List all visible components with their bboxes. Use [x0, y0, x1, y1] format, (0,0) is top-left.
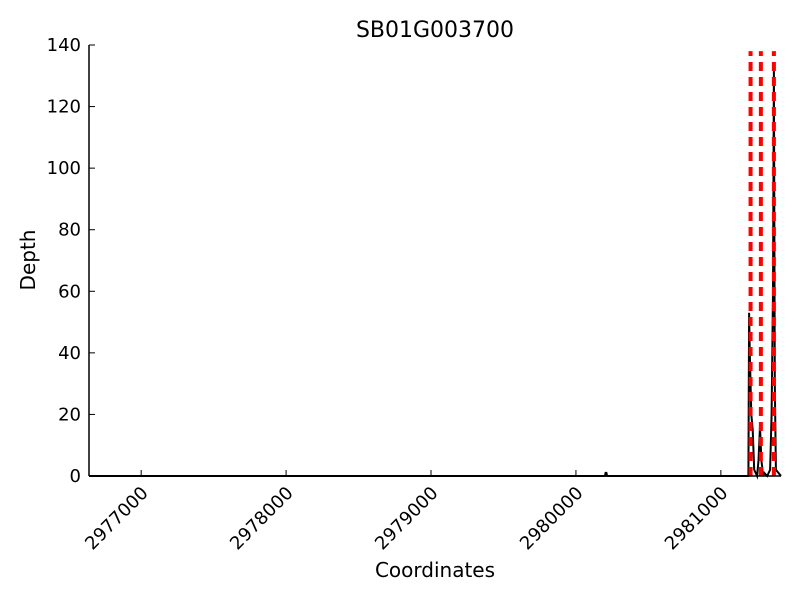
y-tick-label: 140	[47, 35, 81, 56]
y-tick-label: 120	[47, 97, 81, 118]
x-axis-label: Coordinates	[375, 558, 495, 582]
x-tick-label: 2977000	[81, 483, 153, 555]
x-tick-label: 2980000	[516, 483, 588, 555]
x-tick-label: 2978000	[226, 483, 298, 555]
y-tick-label: 20	[58, 404, 81, 425]
y-tick-label: 80	[58, 220, 81, 241]
x-tick-label: 2979000	[371, 483, 443, 555]
x-tick-label: 2981000	[661, 483, 733, 555]
y-axis-label: Depth	[16, 230, 40, 291]
y-tick-label: 0	[70, 466, 81, 487]
chart-title: SB01G003700	[356, 18, 514, 43]
y-tick-label: 40	[58, 343, 81, 364]
y-tick-label: 60	[58, 281, 81, 302]
depth-series-line	[89, 66, 782, 480]
y-tick-label: 100	[47, 158, 81, 179]
